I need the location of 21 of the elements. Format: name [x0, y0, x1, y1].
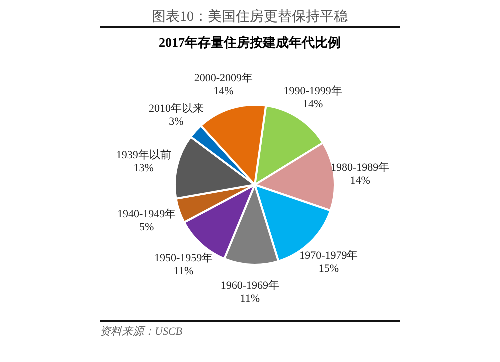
data-label: 15% — [318, 262, 339, 275]
data-label: 11% — [174, 266, 194, 278]
data-label: 5% — [139, 222, 154, 234]
slice-label: 2000-2009年 — [194, 72, 253, 85]
data-label: 14% — [350, 175, 370, 188]
slice-label: 1939年以前 — [116, 148, 172, 162]
data-label: 14% — [302, 98, 324, 110]
data-label: 14% — [214, 86, 234, 98]
slice-label: 1940-1949年 — [117, 208, 176, 221]
chart-title: 图表10：美国住房更替保持平稳 — [100, 8, 400, 28]
slice-label: 1950-1959年 — [154, 252, 214, 265]
slice-label: 2010年以来 — [148, 102, 204, 115]
data-label: 13% — [134, 162, 154, 174]
slice-label: 1970-1979年 — [300, 250, 358, 262]
data-label: 11% — [240, 292, 260, 305]
slice-label: 1980-1989年 — [331, 162, 390, 174]
slice-label: 1960-1969年 — [220, 280, 280, 292]
text: 资料来源：USCB — [100, 325, 184, 339]
data-label: 3% — [169, 116, 184, 128]
slice-label: 1990-1999年 — [284, 85, 342, 98]
chart-subtitle: 2017年存量住房按建成年代比例 — [158, 34, 342, 52]
